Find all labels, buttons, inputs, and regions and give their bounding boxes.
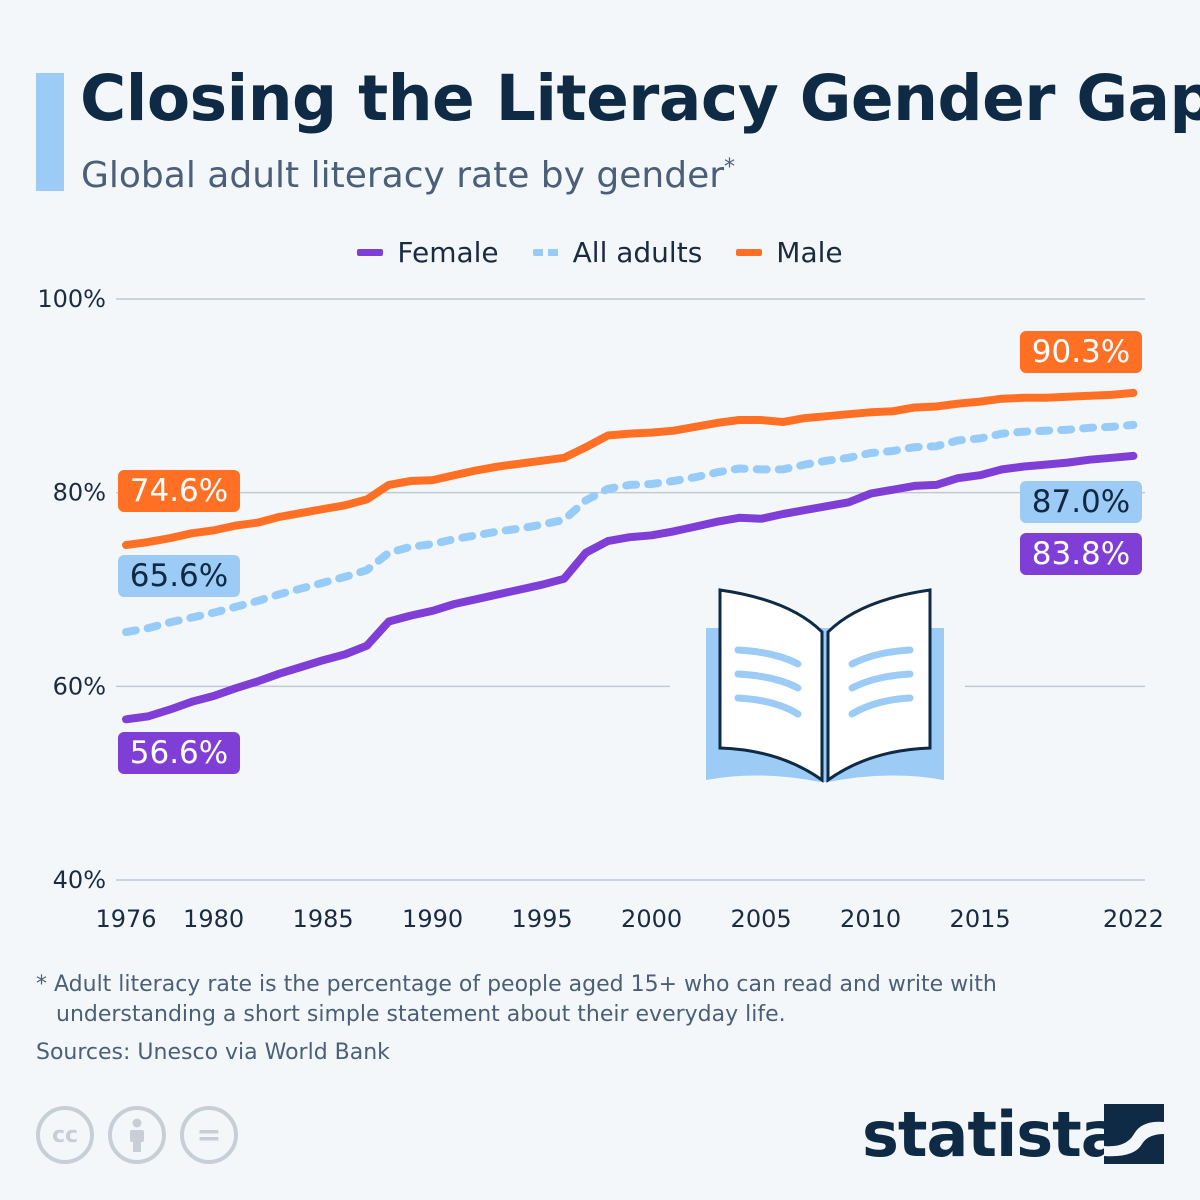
subtitle-footnote-mark: * [724,155,736,180]
statista-logo: statista [862,1098,1123,1171]
female-end-label: 83.8% [1020,533,1142,575]
cc-icon[interactable]: cc [36,1106,94,1164]
legend-swatch-all-adults [532,249,559,256]
footnote: * Adult literacy rate is the percentage … [36,970,1056,1030]
legend-swatch-female [357,249,384,256]
all-adults-start-label: 65.6% [118,555,240,597]
y-tick-label: 80% [53,479,106,507]
legend-item-all-adults: All adults [532,236,703,269]
y-tick-label: 100% [37,285,106,313]
brand-text: statista [862,1098,1123,1171]
subtitle: Global adult literacy rate by gender* [81,155,735,196]
footnote-line-1: * Adult literacy rate is the percentage … [36,972,997,997]
female-start-label: 56.6% [118,732,240,774]
male-start-label: 74.6% [118,470,240,512]
no-derivatives-icon[interactable]: = [180,1106,238,1164]
x-tick-label: 1995 [512,905,573,933]
line-chart: 40% 60% 80% 100% 1976 1980 1985 1990 1995 2000 200… [37,285,1164,933]
x-tick-label: 2022 [1103,905,1164,933]
x-tick-label: 1985 [293,905,354,933]
series-line-female [122,451,1138,724]
open-book-icon [706,588,944,783]
title-accent-bar [36,73,64,191]
legend-item-female: Female [357,236,499,269]
attribution-icon[interactable] [108,1106,166,1164]
person-icon [130,1118,144,1152]
x-tick-label: 1990 [402,905,463,933]
footnote-line-2: understanding a short simple statement a… [56,1002,786,1027]
x-tick-label: 2010 [840,905,901,933]
legend-swatch-male [736,249,763,256]
x-tick-label: 1976 [95,905,156,933]
nd-icon-text: = [196,1117,222,1153]
source: Sources: Unesco via World Bank [36,1040,390,1065]
legend-label: Male [776,236,843,269]
all-adults-end-label: 87.0% [1020,481,1142,523]
page-title: Closing the Literacy Gender Gap [80,62,1200,135]
y-tick-label: 60% [53,672,106,700]
statista-logo-mark [1104,1104,1164,1164]
x-tick-label: 2000 [621,905,682,933]
subtitle-text: Global adult literacy rate by gender [81,155,725,196]
cc-icon-text: cc [51,1122,79,1148]
legend-label: Female [397,236,499,269]
series-line-male [122,388,1138,549]
x-tick-label: 2005 [731,905,792,933]
y-tick-label: 40% [53,866,106,894]
legend-label: All adults [572,236,703,269]
legend: Female All adults Male [0,236,1200,269]
male-end-label: 90.3% [1020,331,1142,373]
series-line-all-adults [122,420,1138,637]
legend-item-male: Male [736,236,843,269]
x-tick-label: 1980 [183,905,244,933]
x-tick-label: 2015 [950,905,1011,933]
